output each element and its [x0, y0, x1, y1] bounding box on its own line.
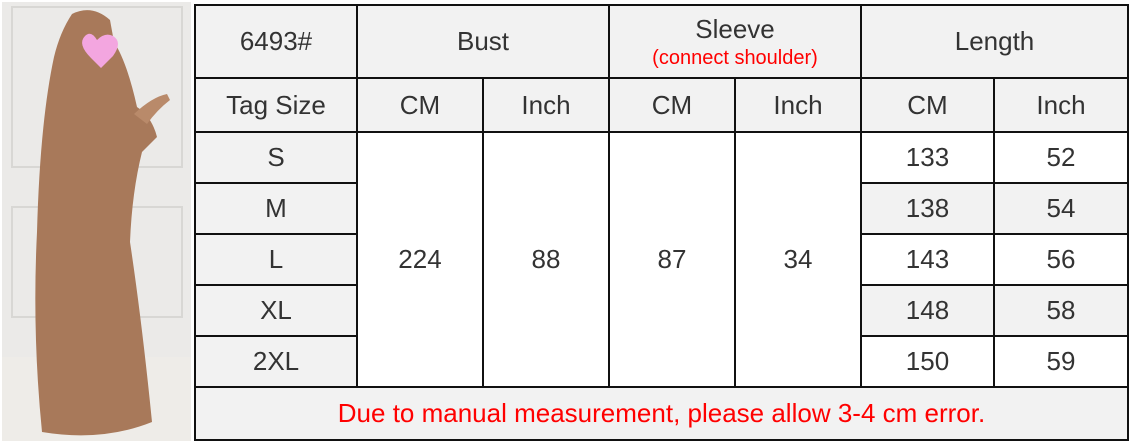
sleeve-note: (connect shoulder): [652, 46, 818, 69]
table-row: L 143 56: [194, 233, 1129, 286]
product-photo: [2, 2, 191, 441]
bust-cm-value: 224: [356, 131, 484, 388]
sleeve-cm-header: CM: [608, 77, 736, 133]
length-cm-cell: 150: [860, 335, 995, 388]
model-number: 6493#: [194, 4, 358, 79]
sleeve-header: Sleeve (connect shoulder): [608, 4, 862, 79]
size-cell: XL: [194, 284, 358, 337]
table-row: M 138 54: [194, 182, 1129, 235]
table-row: 2XL 150 59: [194, 335, 1129, 388]
size-cell: M: [194, 182, 358, 235]
length-inch-cell: 58: [993, 284, 1129, 337]
length-inch-cell: 56: [993, 233, 1129, 286]
size-cell: 2XL: [194, 335, 358, 388]
size-cell: L: [194, 233, 358, 286]
abaya-model-illustration: [2, 2, 191, 441]
length-inch-cell: 59: [993, 335, 1129, 388]
length-header: Length: [860, 4, 1129, 79]
measurement-note: Due to manual measurement, please allow …: [194, 386, 1129, 441]
length-inch-cell: 54: [993, 182, 1129, 235]
length-inch-cell: 52: [993, 131, 1129, 184]
table-row: XL 148 58: [194, 284, 1129, 337]
sleeve-inch-value: 34: [734, 131, 862, 388]
length-cm-cell: 143: [860, 233, 995, 286]
sleeve-label: Sleeve: [695, 13, 775, 44]
size-chart-table: 6493# Bust Sleeve (connect shoulder) Leng…: [194, 4, 1129, 441]
length-cm-cell: 138: [860, 182, 995, 235]
tag-size-header: Tag Size: [194, 77, 358, 133]
length-inch-header: Inch: [993, 77, 1129, 133]
size-cell: S: [194, 131, 358, 184]
length-cm-header: CM: [860, 77, 995, 133]
bust-header: Bust: [356, 4, 610, 79]
sleeve-cm-value: 87: [608, 131, 736, 388]
length-cm-cell: 133: [860, 131, 995, 184]
length-cm-cell: 148: [860, 284, 995, 337]
sleeve-inch-header: Inch: [734, 77, 862, 133]
bust-cm-header: CM: [356, 77, 484, 133]
bust-inch-value: 88: [482, 131, 610, 388]
bust-inch-header: Inch: [482, 77, 610, 133]
table-row: S 224 88 87 34 133 52: [194, 131, 1129, 388]
